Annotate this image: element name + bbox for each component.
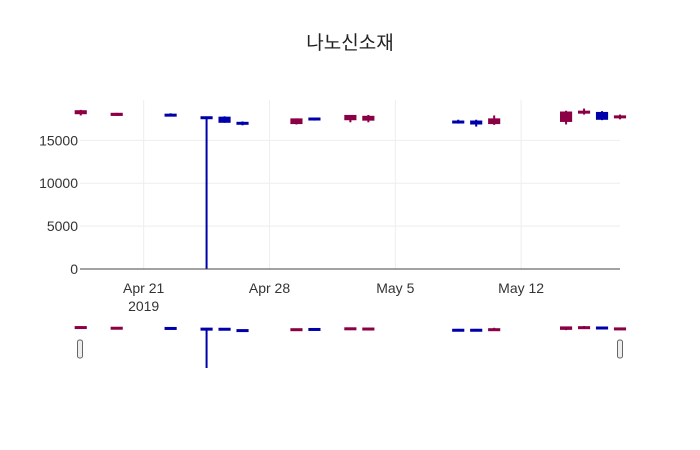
slider-candle-body [218, 327, 231, 331]
candle-body [164, 113, 177, 117]
candle[interactable] [488, 115, 501, 125]
slider-candle-body [290, 328, 303, 332]
y-tick-label: 15000 [39, 132, 78, 148]
slider-candle [290, 328, 303, 332]
slider-candle [595, 326, 609, 330]
candle[interactable] [218, 116, 231, 123]
candle[interactable] [164, 113, 177, 117]
slider-candle-body [74, 326, 87, 330]
candle[interactable] [470, 119, 483, 127]
candle-body [344, 114, 357, 121]
slider-candle-body [236, 329, 249, 333]
y-tick-label: 10000 [39, 175, 78, 191]
range-slider-background [80, 326, 620, 368]
candle-body [577, 110, 591, 114]
x-axis-ticks: Apr 21 2019 Apr 28 May 5 May 12 [123, 280, 544, 314]
candle[interactable] [308, 117, 321, 121]
y-axis-ticks: 0 5000 10000 15000 [39, 132, 78, 277]
slider-candle-body [164, 326, 177, 330]
slider-candle [74, 326, 87, 330]
candle-body [470, 120, 483, 125]
candle[interactable] [613, 114, 627, 120]
candle-body [362, 115, 375, 121]
candle-body [452, 120, 465, 124]
candle[interactable] [577, 108, 591, 115]
slider-candle-body [613, 327, 627, 331]
slider-candle [308, 327, 321, 331]
chart-title: 나노신소재 [306, 32, 393, 54]
slider-candle [110, 326, 123, 330]
slider-candle [452, 328, 465, 332]
candles[interactable] [74, 108, 627, 269]
candle[interactable] [452, 119, 465, 124]
candle-body [560, 111, 573, 122]
x-tick-label: Apr 21 [123, 280, 164, 296]
x-tick-label: May 12 [498, 280, 544, 296]
candle-body [74, 110, 87, 115]
slider-candle [488, 327, 501, 332]
candle-body [218, 116, 231, 123]
slider-candle [577, 326, 591, 330]
candle[interactable] [560, 110, 573, 125]
slider-candle-body [200, 327, 213, 331]
range-slider-left-handle[interactable] [77, 339, 83, 359]
slider-candle-body [110, 326, 123, 330]
slider-candle [344, 327, 357, 331]
y-tick-label: 5000 [47, 218, 78, 234]
x-tick-label: May 5 [376, 280, 414, 296]
slider-candle-body [595, 326, 609, 330]
slider-candle-body [362, 327, 375, 331]
slider-candle [613, 327, 627, 331]
slider-candle [200, 327, 213, 368]
candle[interactable] [344, 114, 357, 123]
slider-candle-body [488, 328, 501, 332]
candle[interactable] [362, 115, 375, 123]
x-tick-sublabel: 2019 [128, 298, 159, 314]
grid-lines [80, 100, 620, 269]
candle-body [613, 115, 627, 119]
slider-candle [164, 326, 177, 330]
range-slider[interactable] [74, 326, 627, 368]
range-slider-right-handle[interactable] [617, 339, 623, 359]
candle-body [236, 121, 249, 125]
slider-candle-body [470, 328, 483, 332]
candle[interactable] [290, 118, 303, 125]
candle-body [200, 116, 213, 120]
candle[interactable] [74, 109, 87, 116]
candle-body [595, 111, 609, 120]
candle-body [110, 112, 123, 116]
candle[interactable] [200, 116, 213, 269]
range-slider-candles [74, 326, 627, 368]
slider-candle [236, 329, 249, 333]
slider-candle-body [308, 327, 321, 331]
slider-candle [362, 327, 375, 331]
candle[interactable] [110, 112, 123, 116]
slider-candle [560, 326, 573, 331]
slider-candle [470, 328, 483, 332]
candle-body [290, 118, 303, 125]
candle-body [308, 117, 321, 121]
slider-candle-body [560, 326, 573, 330]
slider-candle [218, 327, 231, 331]
y-tick-label: 0 [70, 261, 78, 277]
candle-body [488, 118, 501, 125]
candle[interactable] [236, 121, 249, 126]
slider-candle-body [344, 327, 357, 331]
slider-candle-body [577, 326, 591, 330]
x-tick-label: Apr 28 [249, 280, 290, 296]
candle[interactable] [595, 111, 609, 121]
slider-candle-body [452, 328, 465, 332]
